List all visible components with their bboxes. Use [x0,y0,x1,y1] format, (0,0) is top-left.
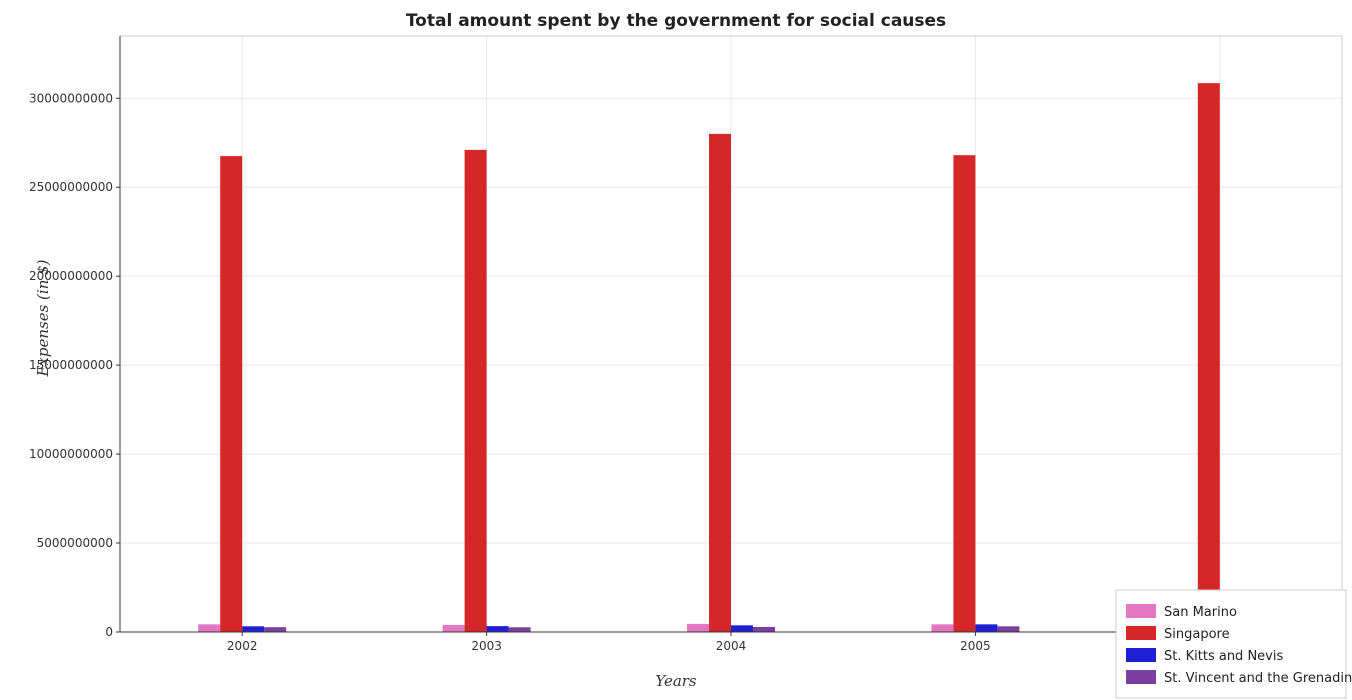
bar-st-kitts-and-nevis-2003 [486,626,509,632]
x-tick-label: 2003 [471,639,502,653]
bar-st-vincent-and-the-grenadines-2002 [264,627,287,632]
y-tick-label: 25000000000 [29,180,113,194]
legend-label: Singapore [1164,627,1230,642]
legend: San Marino Singapore St. Kitts and Nevis St… [1115,589,1352,699]
legend-swatch [1126,648,1156,662]
bar-singapore-2005 [953,155,976,632]
bar-st-vincent-and-the-grenadines-2003 [508,627,531,632]
y-tick-label: 20000000000 [29,269,113,283]
chart-title: Total amount spent by the government for… [406,11,946,31]
y-tick-label: 30000000000 [29,91,113,105]
legend-swatch [1126,670,1156,684]
y-tick-label: 10000000000 [29,447,113,461]
bar-st-kitts-and-nevis-2002 [242,626,265,632]
legend-label: St. Vincent and the Grenadines [1164,671,1352,686]
bar-san-marino-2003 [442,624,465,632]
bar-singapore-2006 [1197,83,1220,633]
x-tick-label: 2002 [227,639,258,653]
bar-singapore-2002 [220,156,243,633]
bar-san-marino-2004 [687,623,709,632]
bar-singapore-2003 [464,149,487,633]
x-tick-label: 2005 [960,639,991,653]
legend-label: St. Kitts and Nevis [1164,649,1283,664]
bar-st-kitts-and-nevis-2004 [731,625,753,632]
x-axis-label: Years [655,672,697,690]
bar-singapore-2004 [709,133,731,632]
y-tick-label: 5000000000 [37,536,113,550]
bar-san-marino-2005 [931,624,954,632]
legend-swatch [1126,604,1156,618]
x-tick-label: 2004 [716,639,747,653]
plot-area: 0 5000000000 10000000000 15000000000 2000000… [29,35,1343,653]
bar-st-vincent-and-the-grenadines-2004 [753,626,775,632]
bar-san-marino-2002 [198,624,221,632]
bar-st-kitts-and-nevis-2005 [975,624,998,632]
legend-swatch [1126,626,1156,640]
bar-st-vincent-and-the-grenadines-2005 [997,626,1020,632]
y-axis-label: Expenses (in $) [34,259,52,377]
y-tick-label: 15000000000 [29,358,113,372]
legend-label: San Marino [1164,605,1237,620]
y-tick-label: 0 [105,625,113,639]
